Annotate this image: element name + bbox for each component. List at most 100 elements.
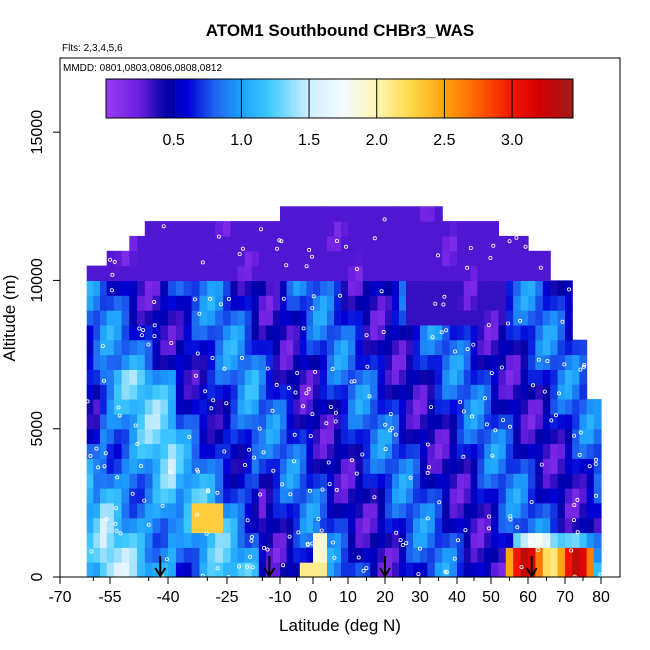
heatmap-cell	[175, 443, 185, 459]
sample-point	[575, 497, 580, 502]
heatmap-cell	[265, 532, 274, 548]
heatmap-cell	[449, 502, 458, 519]
heatmap-cell	[258, 517, 267, 534]
heatmap-cell	[129, 458, 138, 474]
heatmap-cell	[272, 324, 281, 341]
heatmap-cell	[113, 458, 123, 474]
colorbar-swatch	[292, 79, 297, 118]
heatmap-cell	[348, 235, 356, 252]
colorbar-swatch	[202, 79, 207, 118]
heatmap-cell	[377, 250, 386, 267]
sample-point	[594, 493, 599, 498]
colorbar-swatch	[467, 79, 471, 118]
heatmap-cell	[399, 369, 407, 385]
heatmap-cell	[223, 280, 232, 296]
heatmap-cell	[137, 488, 146, 504]
heatmap-cell	[100, 532, 108, 548]
heatmap-cell	[199, 280, 208, 296]
heatmap-cell	[144, 250, 154, 267]
colorbar-swatch	[208, 79, 213, 118]
heatmap-cell	[244, 562, 253, 578]
heatmap-cell	[535, 280, 544, 296]
heatmap-cell	[168, 473, 177, 489]
sample-point	[372, 495, 377, 500]
sample-point	[310, 541, 315, 546]
colorbar-swatch	[130, 79, 135, 118]
heatmap-cell	[392, 502, 400, 519]
heatmap-cell	[586, 547, 595, 563]
sample-point	[211, 398, 216, 403]
heatmap-cell	[230, 532, 239, 548]
heatmap-cell	[484, 413, 492, 430]
heatmap-cell	[413, 339, 421, 356]
heatmap-cell	[442, 324, 451, 341]
sample-point	[305, 543, 310, 548]
profile-arrow-head	[154, 567, 167, 578]
heatmap-cell	[334, 265, 342, 281]
colorbar-swatch	[336, 79, 340, 118]
heatmap-cell	[535, 488, 544, 504]
heatmap-cell	[334, 221, 342, 237]
heatmap-cell	[586, 532, 595, 548]
heatmap-cell	[355, 369, 364, 385]
heatmap-cell	[293, 250, 301, 267]
heatmap-cell	[137, 295, 146, 311]
heatmap-cell	[406, 547, 414, 563]
heatmap-cell	[520, 250, 529, 267]
heatmap-cell	[579, 562, 588, 578]
heatmap-cell	[286, 399, 294, 415]
x-tick-label: -25	[215, 589, 238, 606]
sample-point	[333, 410, 338, 415]
sample-points	[85, 217, 603, 580]
heatmap-cell	[286, 532, 294, 548]
heatmap-cell	[207, 458, 216, 474]
heatmap-cell	[175, 250, 185, 267]
heatmap-cell	[272, 443, 281, 459]
heatmap-cell	[427, 458, 436, 474]
heatmap-cell	[100, 369, 108, 385]
sample-point	[114, 528, 119, 533]
heatmap-cell	[230, 369, 239, 385]
heatmap-cell	[557, 295, 566, 311]
heatmap-cell	[293, 310, 301, 326]
colorbar-swatch	[492, 79, 496, 118]
heatmap-cell	[168, 221, 177, 237]
heatmap-cell	[334, 295, 342, 311]
heatmap-cell	[265, 413, 274, 430]
heatmap-cell	[377, 221, 386, 237]
heatmap-cell	[370, 250, 379, 267]
heatmap-cell	[137, 458, 146, 474]
heatmap-cell	[528, 413, 536, 430]
heatmap-cell	[449, 399, 458, 415]
heatmap-cell	[272, 295, 281, 311]
colorbar-swatch	[271, 79, 275, 118]
heatmap-cell	[484, 517, 492, 534]
heatmap-cell	[449, 428, 458, 445]
sample-point	[365, 364, 370, 369]
heatmap-cell	[348, 369, 356, 385]
heatmap-cell	[320, 488, 328, 504]
heatmap-cell	[152, 339, 161, 356]
heatmap-cell	[406, 369, 414, 385]
colorbar-swatch	[168, 79, 172, 118]
heatmap-cell	[168, 517, 177, 534]
heatmap-cell	[160, 250, 169, 267]
sample-point	[146, 522, 151, 527]
heatmap-cell	[362, 235, 371, 252]
heatmap-cell	[550, 413, 559, 430]
heatmap-cell	[144, 354, 154, 370]
heatmap-cell	[520, 339, 529, 356]
heatmap-cell	[370, 324, 379, 341]
heatmap-cell	[106, 532, 115, 548]
colorbar-swatch	[215, 79, 219, 118]
heatmap-cell	[237, 399, 246, 415]
heatmap-cell	[121, 547, 130, 563]
heatmap-cell	[565, 562, 573, 578]
sample-point	[295, 370, 300, 375]
heatmap-cell	[299, 221, 307, 237]
heatmap-cell	[520, 310, 529, 326]
heatmap-cell	[565, 399, 573, 415]
heatmap-cell	[477, 532, 485, 548]
sample-point	[261, 545, 266, 550]
heatmap-cell	[299, 517, 307, 534]
